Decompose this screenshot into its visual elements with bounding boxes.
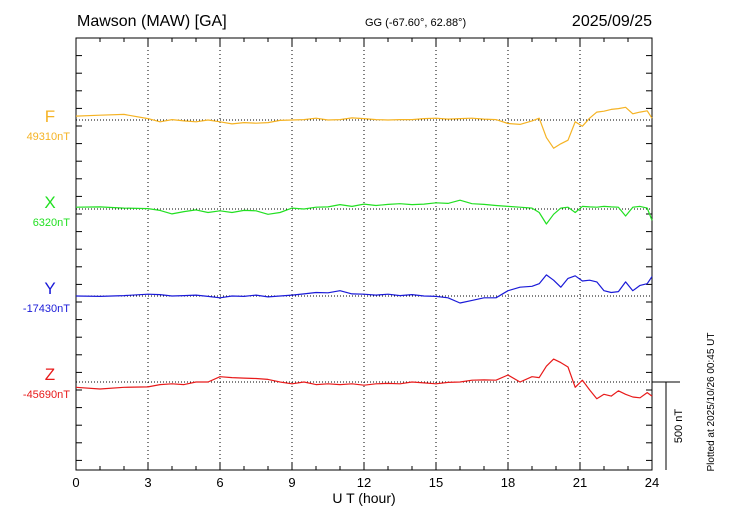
trace-y — [75, 274, 653, 304]
trace-f — [75, 106, 653, 149]
x-tick-label: 6 — [216, 475, 223, 490]
x-tick-label: 0 — [72, 475, 79, 490]
baseline-value-label: 6320nT — [33, 217, 71, 229]
component-label: F — [45, 107, 55, 126]
series-f: F 49310nT — [27, 106, 653, 149]
baseline-value-label: -45690nT — [23, 389, 70, 401]
axis-ticks — [75, 37, 653, 470]
x-tick-label: 12 — [357, 475, 371, 490]
x-tick-label: 21 — [573, 475, 587, 490]
trace-x — [75, 199, 653, 225]
baseline-value-label: 49310nT — [27, 131, 71, 143]
plotted-timestamp: Plotted at 2025/10/26 00:45 UT — [706, 333, 717, 472]
scale-bar-label: 500 nT — [673, 409, 685, 444]
series-y: Y -17430nT — [23, 274, 653, 315]
x-tick-labels: 0 3 6 9 12 15 18 21 24 — [72, 475, 659, 490]
component-label: Y — [44, 279, 55, 298]
coordinates-label: GG (-67.60°, 62.88°) — [365, 17, 466, 29]
grid-lines — [147, 38, 581, 470]
x-tick-label: 3 — [144, 475, 151, 490]
component-label: Z — [45, 365, 55, 384]
x-tick-label: 18 — [501, 475, 515, 490]
station-title: Mawson (MAW) [GA] — [77, 13, 227, 30]
baseline-value-label: -17430nT — [23, 303, 70, 315]
trace-z — [75, 358, 653, 400]
date-label: 2025/09/25 — [572, 13, 652, 30]
series-x: X 6320nT — [33, 193, 653, 229]
component-label: X — [44, 193, 55, 212]
x-tick-label: 9 — [288, 475, 295, 490]
x-tick-label: 24 — [645, 475, 659, 490]
x-tick-label: 15 — [429, 475, 443, 490]
series-layer: F 49310nT X 6320nT Y -17430nT Z -45690nT — [23, 106, 653, 401]
scale-bar: 500 nT — [652, 381, 685, 470]
series-z: Z -45690nT — [23, 358, 653, 401]
x-axis-title: U T (hour) — [332, 490, 395, 506]
